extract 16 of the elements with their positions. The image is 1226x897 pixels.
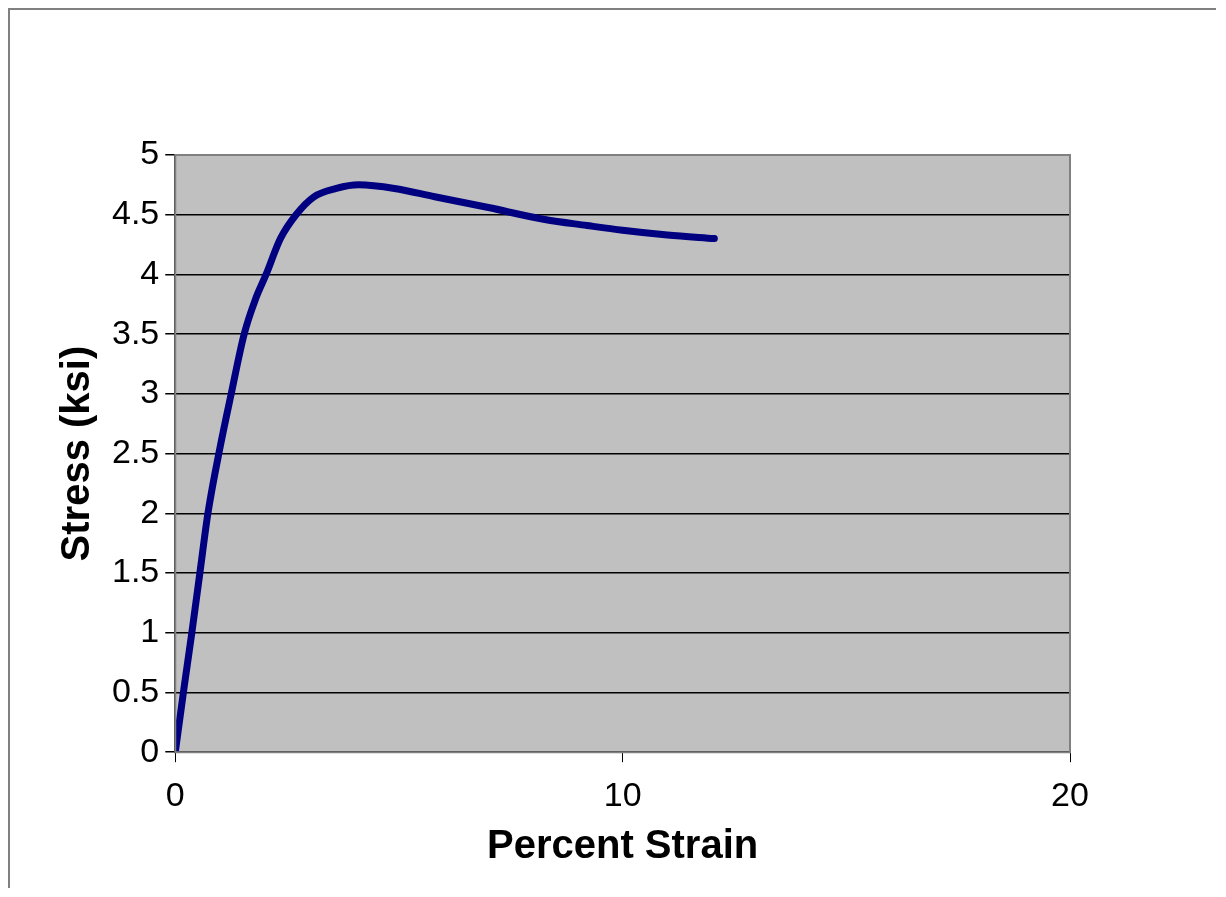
y-tick-label: 2.5 <box>112 431 160 470</box>
x-tick-label: 20 <box>1051 774 1089 813</box>
y-tick-label: 1 <box>140 611 160 650</box>
x-axis-title: Percent Strain <box>487 822 759 867</box>
x-tick-label: 10 <box>603 774 642 813</box>
y-tick-label: 4.5 <box>112 193 160 232</box>
y-tick-label: 0 <box>140 730 160 769</box>
y-tick-label: 2 <box>140 491 160 530</box>
y-tick-label: 3.5 <box>112 312 160 351</box>
y-tick-label: 4 <box>140 252 160 291</box>
x-tick-label: 0 <box>165 774 185 813</box>
y-axis-title: Stress (ksi) <box>53 345 98 562</box>
y-tick-label: 0.5 <box>112 670 160 709</box>
y-tick-label: 5 <box>140 133 160 172</box>
y-tick-label: 3 <box>140 372 160 411</box>
y-tick-label: 1.5 <box>112 551 160 590</box>
